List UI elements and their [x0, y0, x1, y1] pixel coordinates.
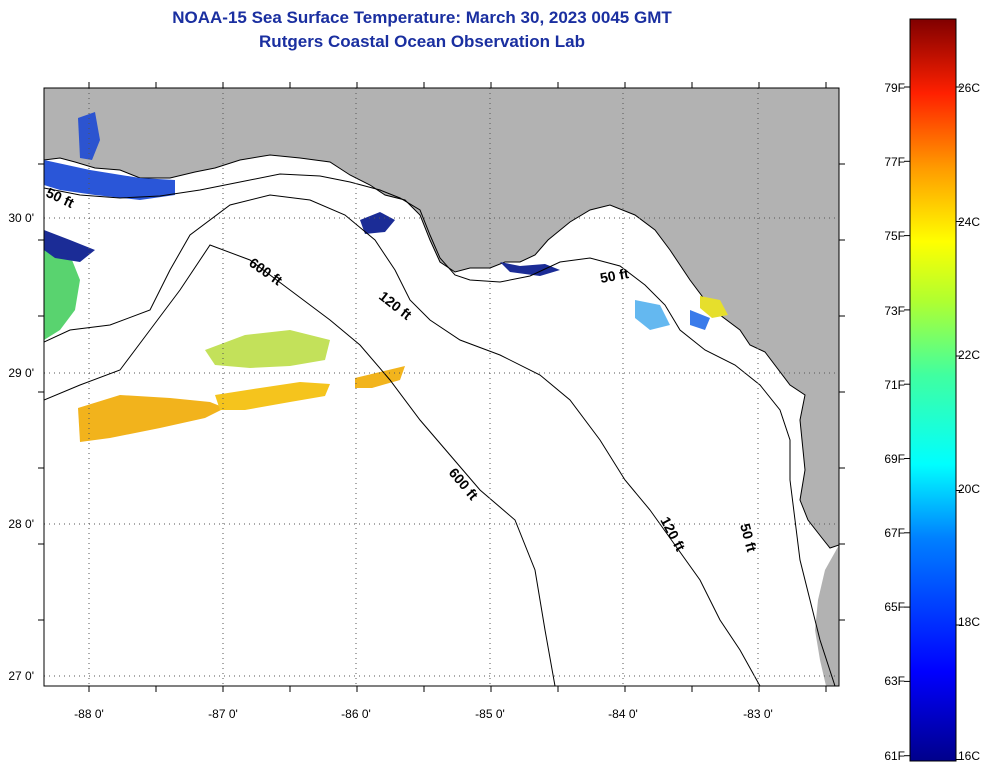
colorbar-f-label: 61F: [884, 749, 905, 763]
colorbar-f-label: 63F: [884, 674, 905, 688]
longitude-labels: -88 0' -87 0' -86 0' -85 0' -84 0' -83 0…: [74, 707, 773, 721]
colorbar-c-label: 20C: [958, 482, 980, 496]
isobath-120ft: [44, 194, 761, 686]
sst-data-patches: [44, 112, 728, 442]
sst-patch-blue-west: [44, 160, 175, 200]
sst-patch-green-west: [44, 245, 80, 340]
colorbar-f-label: 75F: [884, 229, 905, 243]
lon-label: -87 0': [208, 707, 238, 721]
colorbar-c-label: 18C: [958, 615, 980, 629]
colorbar-f-label: 73F: [884, 304, 905, 318]
colorbar-c-label: 22C: [958, 348, 980, 362]
map-border: [43, 87, 840, 687]
lat-label: 30 0': [8, 211, 34, 225]
coastline: [44, 154, 839, 549]
sst-patch-navy-west: [44, 230, 95, 262]
sst-patch-blue-nw: [78, 112, 100, 160]
lon-label: -86 0': [341, 707, 371, 721]
title-line-2: Rutgers Coastal Ocean Observation Lab: [259, 32, 585, 51]
sst-patch-warm-band-2: [215, 382, 330, 410]
sst-patch-warm-band: [78, 395, 225, 442]
latitude-labels: 30 0' 29 0' 28 0' 27 0': [8, 211, 34, 683]
axis-ticks: [38, 82, 962, 760]
lon-label: -88 0': [74, 707, 104, 721]
colorbar-f-label: 79F: [884, 81, 905, 95]
sst-patch-blue-cedarkey: [690, 310, 710, 330]
title-line-1: NOAA-15 Sea Surface Temperature: March 3…: [172, 8, 672, 27]
colorbar-f-label: 69F: [884, 452, 905, 466]
lon-label: -84 0': [608, 707, 638, 721]
sst-patch-green-central: [205, 330, 330, 368]
lon-label: -83 0': [743, 707, 773, 721]
lon-label: -85 0': [475, 707, 505, 721]
contour-label-50ft-bigbend: 50 ft: [599, 265, 630, 286]
colorbar-c-label: 26C: [958, 81, 980, 95]
land-mass: [44, 88, 839, 548]
sst-patch-yellow-cedarkey: [700, 296, 728, 318]
colorbar-c-label: 24C: [958, 215, 980, 229]
lat-label: 29 0': [8, 366, 34, 380]
sst-patch-navy-bay: [360, 212, 395, 234]
contour-label-50ft-south: 50 ft: [737, 522, 760, 554]
isobath-600ft: [44, 244, 556, 686]
land-tip: [815, 545, 839, 686]
lat-label: 28 0': [8, 517, 34, 531]
colorbar-f-label: 77F: [884, 155, 905, 169]
colorbar-fahrenheit-labels: 79F 77F 75F 73F 71F 69F 67F 65F 63F 61F: [884, 81, 905, 763]
colorbar-f-label: 65F: [884, 600, 905, 614]
colorbar-c-label: 16C: [958, 749, 980, 763]
sst-patch-warm-east: [355, 366, 405, 388]
isobath-50ft: [44, 173, 836, 686]
sst-patch-navy-bigbend: [500, 262, 560, 276]
colorbar-f-label: 71F: [884, 378, 905, 392]
sst-patch-cyan-east: [635, 300, 670, 330]
colorbar-f-label: 67F: [884, 526, 905, 540]
colorbar: [909, 18, 957, 762]
colorbar-celsius-labels: 26C 24C 22C 20C 18C 16C: [958, 81, 980, 763]
lat-label: 27 0': [8, 669, 34, 683]
